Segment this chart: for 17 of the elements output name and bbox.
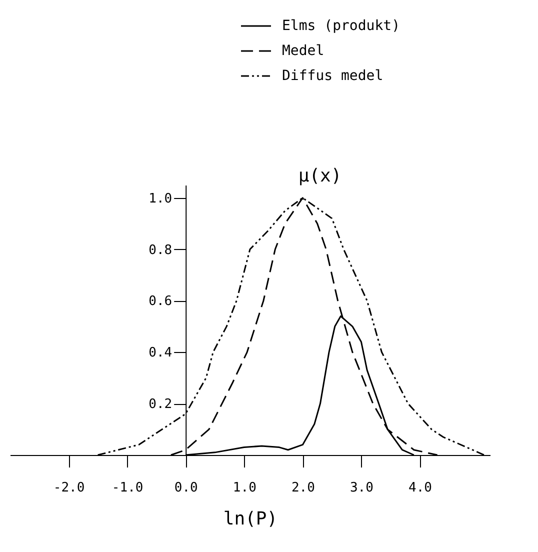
x-axis-title: ln(P) xyxy=(223,508,278,530)
x-tick-label: 2.0 xyxy=(291,480,315,496)
y-axis-title: μ(x) xyxy=(298,166,342,186)
y-tick-label: 0.2 xyxy=(148,397,172,412)
legend-label: Medel xyxy=(282,43,324,59)
x-tick-label: 1.0 xyxy=(232,480,256,496)
legend-label: Diffus medel xyxy=(282,68,384,84)
y-tick-label: 1.0 xyxy=(148,191,172,206)
x-tick-label: 3.0 xyxy=(350,480,374,496)
y-tick-label: 0.6 xyxy=(148,294,172,310)
legend-label: Elms (produkt) xyxy=(282,18,400,34)
y-tick-label: 0.8 xyxy=(148,242,172,258)
x-tick-label: -1.0 xyxy=(112,480,144,496)
y-tick-label: 0.4 xyxy=(148,346,172,361)
x-tick-label: 0.0 xyxy=(174,480,198,496)
x-tick-label: 4.0 xyxy=(408,480,432,496)
x-tick-label: -2.0 xyxy=(53,480,85,496)
